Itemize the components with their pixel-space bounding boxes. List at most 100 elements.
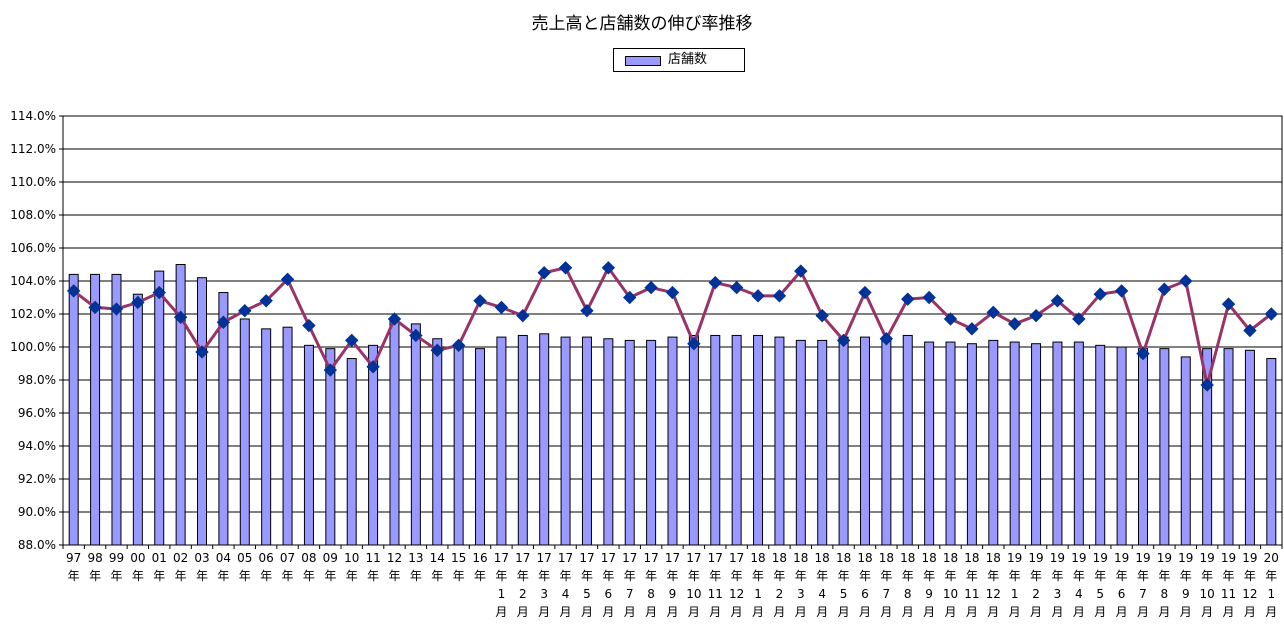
x-tick-label: 18 [815, 551, 830, 565]
x-tick-label: 19 [1050, 551, 1065, 565]
bar [90, 273, 101, 546]
x-tick-label: 09 [323, 551, 338, 565]
x-tick-label: 19 [1221, 551, 1236, 565]
x-tick-label: 年 [923, 569, 935, 583]
x-tick-label: 月 [1201, 605, 1213, 619]
x-tick-label: 06 [259, 551, 274, 565]
line-marker [729, 280, 744, 295]
x-tick-label: 年 [581, 569, 593, 583]
x-tick-label: 月 [1009, 605, 1021, 619]
x-tick-label: 年 [410, 569, 422, 583]
bar [1137, 348, 1148, 546]
x-tick-label: 4 [562, 587, 570, 601]
x-tick-label: 月 [1030, 605, 1042, 619]
line-marker [366, 360, 380, 374]
line-marker [66, 284, 81, 298]
x-tick-label: 17 [665, 551, 680, 565]
line-marker [1200, 378, 1214, 392]
bar [924, 341, 935, 546]
x-tick-label: 10 [1200, 587, 1215, 601]
bar [1116, 346, 1127, 546]
y-tick-label: 94.0% [18, 439, 56, 453]
x-tick-label: 5 [840, 587, 848, 601]
x-tick-label: 04 [216, 551, 231, 565]
x-tick-label: 月 [795, 605, 807, 619]
x-tick-label: 17 [601, 551, 616, 565]
x-tick-label: 2 [519, 587, 527, 601]
x-tick-label: 4 [818, 587, 826, 601]
x-tick-label: 年 [260, 569, 272, 583]
x-tick-label: 17 [686, 551, 701, 565]
line-marker [794, 264, 808, 278]
x-tick-label: 18 [857, 551, 872, 565]
bar [1009, 341, 1020, 546]
x-tick-label: 年 [880, 569, 892, 583]
x-tick-label: 月 [859, 605, 871, 619]
bar [966, 343, 977, 546]
x-tick-label: 年 [731, 569, 743, 583]
line-marker [131, 295, 145, 310]
bar [945, 341, 956, 546]
x-tick-label: 年 [282, 569, 294, 583]
x-tick-label: 月 [880, 605, 892, 619]
x-tick-label: 4 [1075, 587, 1083, 601]
x-tick-label: 月 [1223, 605, 1235, 619]
x-tick-label: 00 [130, 551, 145, 565]
x-tick-label: 19 [1135, 551, 1150, 565]
line-marker [1114, 284, 1129, 298]
x-tick-label: 9 [669, 587, 677, 601]
x-tick-label: 月 [581, 605, 593, 619]
x-tick-label: 月 [945, 605, 957, 619]
x-tick-label: 年 [1030, 569, 1042, 583]
y-tick-label: 98.0% [18, 373, 56, 387]
x-tick-label: 17 [622, 551, 637, 565]
bar [325, 348, 336, 546]
bar [496, 336, 507, 546]
line-marker [1007, 317, 1022, 331]
x-tick-label: 17 [537, 551, 552, 565]
x-tick-label: 1 [498, 587, 506, 601]
bar [282, 326, 293, 546]
x-tick-label: 12 [1242, 587, 1257, 601]
x-tick-label: 18 [921, 551, 936, 565]
line-marker [387, 312, 402, 326]
x-tick-label: 年 [624, 569, 636, 583]
x-tick-label: 年 [560, 569, 572, 583]
x-tick-label: 18 [986, 551, 1001, 565]
x-tick-label: 16 [472, 551, 487, 565]
bar [624, 339, 635, 546]
x-tick-label: 1 [1267, 587, 1275, 601]
x-tick-label: 13 [408, 551, 423, 565]
x-tick-label: 年 [966, 569, 978, 583]
bar [1095, 344, 1106, 546]
x-tick-label: 7 [883, 587, 891, 601]
bar [795, 339, 806, 546]
x-tick-label: 98 [87, 551, 102, 565]
x-tick-label: 年 [987, 569, 999, 583]
x-tick-label: 年 [1137, 569, 1149, 583]
y-tick-label: 90.0% [18, 505, 56, 519]
x-tick-label: 年 [1094, 569, 1106, 583]
y-tick-label: 92.0% [18, 472, 56, 486]
x-tick-label: 9 [1182, 587, 1190, 601]
x-tick-label: 月 [752, 605, 764, 619]
bar [261, 328, 272, 546]
bar [517, 334, 528, 546]
legend-swatch-store-count [625, 56, 661, 66]
x-tick-label: 年 [688, 569, 700, 583]
bar [859, 336, 870, 546]
y-tick-label: 96.0% [18, 406, 56, 420]
x-tick-label: 10 [686, 587, 701, 601]
bar [1180, 356, 1191, 546]
x-tick-label: 07 [280, 551, 295, 565]
line-marker [1029, 308, 1043, 323]
x-tick-label: 20 [1264, 551, 1279, 565]
bar [218, 292, 229, 546]
line-marker [965, 322, 979, 336]
x-tick-label: 年 [838, 569, 850, 583]
x-tick-label: 年 [859, 569, 871, 583]
plot-border [62, 115, 1283, 546]
x-tick-label: 01 [152, 551, 167, 565]
line-marker [473, 294, 487, 308]
bar [389, 318, 400, 546]
